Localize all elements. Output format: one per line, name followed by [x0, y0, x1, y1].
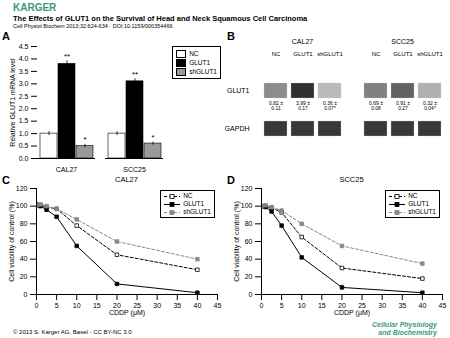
html-text:CAL27: CAL27 [115, 175, 138, 184]
svg-text:25: 25 [133, 302, 141, 310]
svg-text:4.0: 4.0 [19, 55, 29, 62]
html-text:D: D [227, 174, 235, 186]
svg-text:40: 40 [193, 302, 201, 309]
svg-text:2.0: 2.0 [19, 105, 29, 112]
svg-text:40: 40 [418, 302, 426, 309]
svg-text:CAL27: CAL27 [56, 166, 78, 173]
svg-text:0: 0 [24, 291, 28, 298]
html-text:A: A [2, 30, 10, 42]
svg-text:0: 0 [260, 302, 264, 309]
svg-text:0.82 ±0.11: 0.82 ±0.11 [269, 100, 283, 111]
svg-text:0: 0 [249, 291, 253, 298]
svg-text:CDDP (μM): CDDP (μM) [334, 309, 370, 317]
svg-text:45: 45 [214, 302, 222, 309]
svg-text:GAPDH: GAPDH [225, 125, 250, 132]
svg-text:1.5: 1.5 [19, 117, 29, 124]
html-text:shGLUT1: shGLUT1 [408, 208, 436, 215]
svg-text:30: 30 [378, 302, 386, 309]
html-text:NC: NC [189, 50, 199, 57]
html-text:C: C [2, 174, 10, 186]
svg-text:120: 120 [16, 185, 28, 192]
svg-text:GLUT1: GLUT1 [293, 51, 313, 57]
svg-text:SCC25: SCC25 [123, 166, 146, 173]
svg-text:80: 80 [20, 220, 28, 227]
svg-text:5: 5 [280, 302, 284, 309]
svg-text:3.0: 3.0 [19, 80, 29, 87]
svg-text:15: 15 [318, 302, 326, 309]
svg-text:*: * [151, 133, 154, 142]
svg-text:25: 25 [358, 302, 366, 310]
svg-text:CAL27: CAL27 [292, 38, 314, 45]
svg-text:NC: NC [372, 51, 381, 57]
svg-text:20: 20 [113, 302, 121, 310]
svg-text:GLUT1: GLUT1 [227, 87, 250, 94]
svg-text:3.99 ±0.17: 3.99 ±0.17 [296, 100, 310, 111]
svg-text:CDDP (μM): CDDP (μM) [109, 309, 145, 317]
html-text:The Effects of GLUT1 on the Su: The Effects of GLUT1 on the Survival of … [13, 14, 308, 23]
svg-text:0.0: 0.0 [19, 155, 29, 162]
html-text:shGLUT1: shGLUT1 [189, 68, 217, 75]
svg-text:100: 100 [241, 202, 253, 209]
svg-text:15: 15 [93, 302, 101, 309]
svg-text:60: 60 [245, 238, 253, 245]
html-text:KARGER: KARGER [13, 2, 57, 13]
html-text:NC: NC [183, 192, 193, 199]
svg-text:shGLUT1: shGLUT1 [317, 51, 343, 57]
html-text:Cellular Physiology: Cellular Physiology [372, 321, 437, 328]
html-text:© 2013 S. Karger AG, Basel - C: © 2013 S. Karger AG, Basel - CC BY-NC 3.… [13, 329, 132, 335]
svg-text:0.32 ±0.04*: 0.32 ±0.04* [423, 100, 437, 111]
svg-text:60: 60 [20, 238, 28, 245]
svg-text:30: 30 [153, 302, 161, 309]
svg-text:0.36 ±0.07*: 0.36 ±0.07* [323, 100, 337, 111]
svg-text:Cell viability of control (%): Cell viability of control (%) [233, 201, 241, 282]
html-text:GLUT1: GLUT1 [183, 200, 205, 207]
html-text:GLUT1: GLUT1 [408, 200, 430, 207]
svg-text:GLUT1: GLUT1 [393, 51, 413, 57]
html-text:GLUT1: GLUT1 [189, 59, 211, 66]
svg-text:0.69 ±0.08: 0.69 ±0.08 [369, 100, 383, 111]
svg-text:45: 45 [439, 302, 447, 309]
svg-text:1.0: 1.0 [19, 130, 29, 137]
svg-text:Relative GLUT1 mRNA level: Relative GLUT1 mRNA level [9, 58, 16, 147]
svg-text:0.91 ±0.27: 0.91 ±0.27 [396, 100, 410, 111]
svg-text:3.5: 3.5 [19, 68, 29, 75]
svg-text:20: 20 [20, 273, 28, 280]
svg-text:0.5: 0.5 [19, 142, 29, 149]
html-text:shGLUT1: shGLUT1 [183, 208, 211, 215]
svg-text:NC: NC [272, 51, 281, 57]
html-text:B: B [227, 30, 235, 42]
svg-text:shGLUT1: shGLUT1 [417, 51, 443, 57]
svg-text:80: 80 [245, 220, 253, 227]
html-text:Cell Physiol Biochem 2013;32:6: Cell Physiol Biochem 2013;32:624-634 · D… [13, 23, 173, 29]
html-text:SCC25: SCC25 [339, 175, 364, 184]
svg-text:Cell viability of control (%): Cell viability of control (%) [8, 201, 16, 282]
svg-text:10: 10 [73, 302, 81, 309]
svg-text:SCC25: SCC25 [391, 38, 414, 45]
svg-text:100: 100 [16, 202, 28, 209]
svg-text:4.5: 4.5 [19, 43, 29, 50]
svg-text:35: 35 [173, 302, 181, 309]
html-text:NC: NC [408, 192, 418, 199]
svg-text:**: ** [132, 70, 138, 79]
svg-text:40: 40 [20, 255, 28, 262]
svg-text:20: 20 [338, 302, 346, 310]
svg-text:**: ** [64, 52, 70, 61]
svg-text:0: 0 [35, 302, 39, 309]
svg-text:2.5: 2.5 [19, 93, 29, 100]
svg-text:*: * [83, 135, 86, 144]
svg-text:10: 10 [298, 302, 306, 309]
svg-text:20: 20 [245, 273, 253, 280]
svg-text:35: 35 [398, 302, 406, 309]
svg-text:120: 120 [241, 185, 253, 192]
svg-text:5: 5 [55, 302, 59, 309]
svg-text:40: 40 [245, 255, 253, 262]
html-text:and Biochemistry: and Biochemistry [378, 329, 437, 336]
